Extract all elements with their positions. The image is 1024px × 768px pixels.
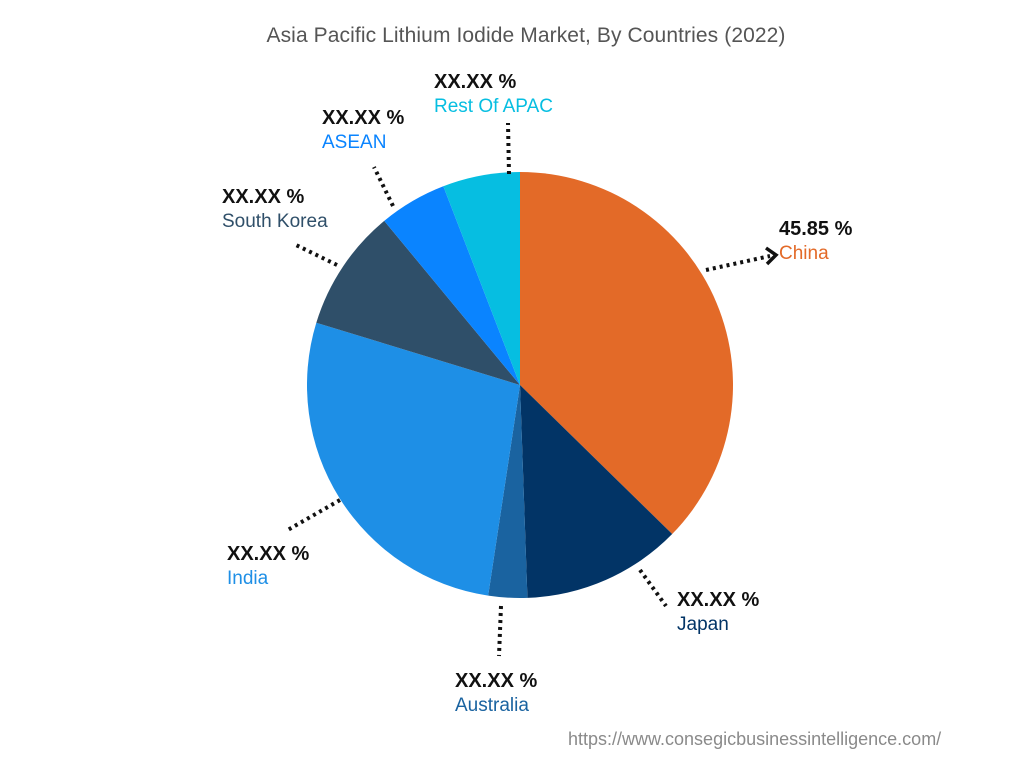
label-value: XX.XX % (322, 107, 405, 129)
label-rest-of-apac: XX.XX % Rest Of APAC (434, 69, 553, 119)
leader-line-japan (638, 568, 668, 608)
leader-line-rest-of-apac (506, 122, 511, 175)
leader-line-asean (372, 166, 395, 207)
label-name: ASEAN (322, 132, 387, 153)
pie-slice-china (520, 172, 733, 535)
chart-title: Asia Pacific Lithium Iodide Market, By C… (266, 24, 786, 47)
label-value: XX.XX % (222, 186, 305, 208)
label-asean: XX.XX % ASEAN (322, 105, 404, 155)
source-url[interactable]: https://www.consegicbusinessintelligence… (568, 729, 942, 749)
label-south-korea: XX.XX % South Korea (222, 184, 328, 234)
pie-slice-asean (384, 186, 520, 385)
label-name: South Korea (222, 211, 328, 232)
leader-line-india (285, 498, 341, 533)
leader-lines (285, 122, 771, 657)
label-name: China (779, 243, 829, 264)
pie-slice-rest-of-apac (443, 172, 520, 385)
label-value: XX.XX % (455, 670, 538, 692)
label-name: Japan (677, 614, 729, 635)
pie-slice-south-korea (316, 220, 520, 385)
label-japan: XX.XX % Japan (677, 587, 759, 637)
pie-slice-japan (520, 385, 673, 598)
pie-slice-australia (488, 385, 528, 598)
label-name: India (227, 568, 269, 589)
arrow-head-icon (764, 246, 779, 266)
pie-slice-india (307, 322, 520, 596)
label-china: 45.85 % China (779, 216, 852, 266)
leader-line-australia (497, 605, 503, 657)
label-value: XX.XX % (227, 543, 310, 565)
label-value: XX.XX % (677, 589, 760, 611)
leader-line-china (705, 254, 771, 272)
label-name: Australia (455, 695, 529, 716)
label-value: XX.XX % (434, 71, 517, 93)
label-value: 45.85 % (779, 218, 853, 240)
label-india: XX.XX % India (227, 541, 309, 591)
leader-line-south-korea (295, 243, 338, 267)
label-australia: XX.XX % Australia (455, 668, 537, 718)
pie-slices (307, 172, 733, 598)
label-name: Rest Of APAC (434, 96, 553, 117)
